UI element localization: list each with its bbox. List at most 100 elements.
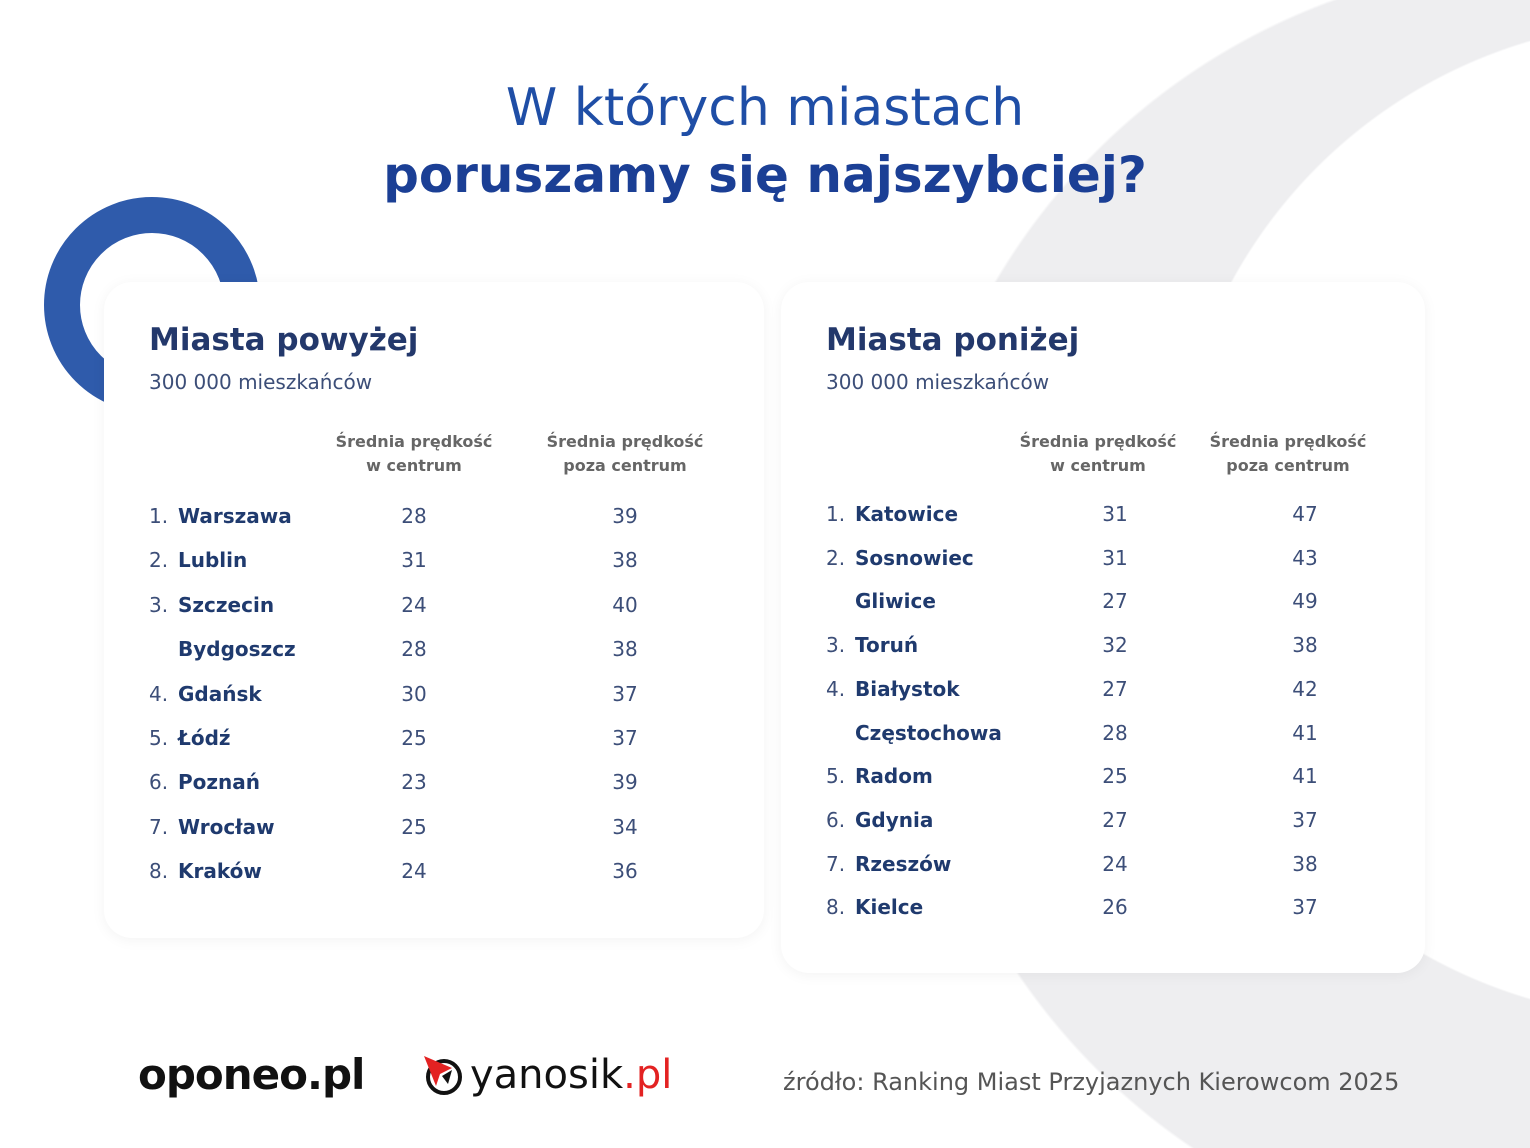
rank-label: 2. [826,545,846,570]
table-row: 6. Gdynia 27 37 [826,805,1386,835]
city-name: Warszawa [178,504,292,528]
city-name: Gliwice [855,589,936,614]
speed-outside: 49 [1292,589,1318,614]
speed-outside: 43 [1292,545,1318,570]
card-subheading: 300 000 mieszkańców [149,370,373,394]
city-name: Gdańsk [178,681,262,706]
rank-label: 2. [149,548,169,573]
table-row: 1. Warszawa 28 39 [149,501,709,531]
yanosik-compass-icon [424,1056,462,1095]
table-row: 7. Rzeszów 24 38 [826,849,1386,879]
rank-label: 5. [826,764,846,789]
table-row: Bydgoszcz 28 38 [149,634,709,664]
oponeo-logo: oponeo.pl [138,1050,365,1099]
city-name: Gdynia [855,807,934,832]
speed-outside: 36 [612,859,638,884]
speed-center: 27 [1102,589,1128,614]
rank-label: 6. [826,807,846,832]
speed-center: 24 [1102,851,1128,876]
speed-center: 24 [401,859,427,884]
speed-center: 28 [401,637,427,662]
rank-label: 3. [826,633,846,658]
speed-center: 30 [401,681,427,706]
table-row: 4. Gdańsk 30 37 [149,679,709,709]
header-center: Średnia prędkość w centrum [998,430,1198,478]
city-name: Radom [855,764,933,789]
speed-center: 31 [1102,545,1128,570]
title-line2: poruszamy się najszybciej? [383,146,1147,204]
speed-center: 23 [401,770,427,795]
speed-center: 26 [1102,895,1128,920]
speed-center: 31 [401,548,427,573]
rank-label: 3. [149,592,169,617]
header-text: Średnia prędkość [335,432,493,451]
speed-outside: 37 [612,681,638,706]
city-name: Bydgoszcz [178,637,296,662]
speed-outside: 39 [612,770,638,795]
table-row: 7. Wrocław 25 34 [149,812,709,842]
logo-text: yanosik [470,1052,624,1098]
rank-label: 1. [149,504,169,528]
speed-center: 28 [401,504,427,528]
table-row: Częstochowa 28 41 [826,718,1386,748]
city-name: Sosnowiec [855,545,974,570]
city-name: Wrocław [178,814,275,839]
table-row: 6. Poznań 23 39 [149,767,709,797]
speed-outside: 38 [612,548,638,573]
city-name: Łódź [178,726,231,750]
header-text: poza centrum [563,456,687,475]
rank-label: 4. [149,681,169,706]
header-text: Średnia prędkość [1019,432,1177,451]
speed-center: 25 [401,814,427,839]
speed-center: 25 [1102,764,1128,789]
rank-label: 4. [826,676,846,701]
speed-center: 27 [1102,676,1128,701]
speed-outside: 38 [612,637,638,662]
rank-label: 5. [149,726,169,750]
city-name: Poznań [178,770,261,795]
logo-tld: .pl [623,1052,673,1098]
speed-outside: 42 [1292,676,1318,701]
table-row: 4. Białystok 27 42 [826,674,1386,704]
city-name: Częstochowa [855,720,1002,745]
rank-label: 8. [826,895,846,920]
header-text: poza centrum [1226,456,1350,475]
header-center: Średnia prędkość w centrum [314,430,514,478]
table-row: 2. Lublin 31 38 [149,545,709,575]
table-row: 8. Kraków 24 36 [149,856,709,886]
title-line1: W których miastach [505,78,1025,138]
table-row: 2. Sosnowiec 31 43 [826,543,1386,573]
speed-outside: 34 [612,814,638,839]
header-outside: Średnia prędkość poza centrum [525,430,725,478]
speed-outside: 41 [1292,720,1318,745]
header-text: Średnia prędkość [546,432,704,451]
rank-label: 7. [826,851,846,876]
rank-label: 8. [149,859,169,884]
speed-center: 25 [401,726,427,750]
table-row: 1. Katowice 31 47 [826,499,1386,529]
speed-center: 28 [1102,720,1128,745]
header-text: w centrum [1050,456,1146,475]
speed-outside: 37 [612,726,638,750]
card-heading: Miasta powyżej [149,322,419,358]
city-name: Kielce [855,895,924,920]
rank-label: 1. [826,502,846,526]
speed-center: 24 [401,592,427,617]
card-subheading: 300 000 mieszkańców [826,370,1050,394]
table-row: Gliwice 27 49 [826,586,1386,616]
rank-label: 7. [149,814,169,839]
card-heading: Miasta poniżej [826,322,1080,358]
table-card-small-cities: Miasta poniżej 300 000 mieszkańców Średn… [781,282,1425,973]
city-name: Lublin [178,548,248,573]
table-row: 8. Kielce 26 37 [826,892,1386,922]
rank-label: 6. [149,770,169,795]
table-row: 5. Radom 25 41 [826,761,1386,791]
speed-outside: 41 [1292,764,1318,789]
speed-center: 31 [1102,502,1128,526]
source-note: źródło: Ranking Miast Przyjaznych Kierow… [783,1068,1400,1096]
city-name: Toruń [855,633,919,658]
speed-outside: 47 [1292,502,1318,526]
speed-center: 32 [1102,633,1128,658]
table-card-large-cities: Miasta powyżej 300 000 mieszkańców Średn… [104,282,764,938]
city-name: Katowice [855,502,959,526]
